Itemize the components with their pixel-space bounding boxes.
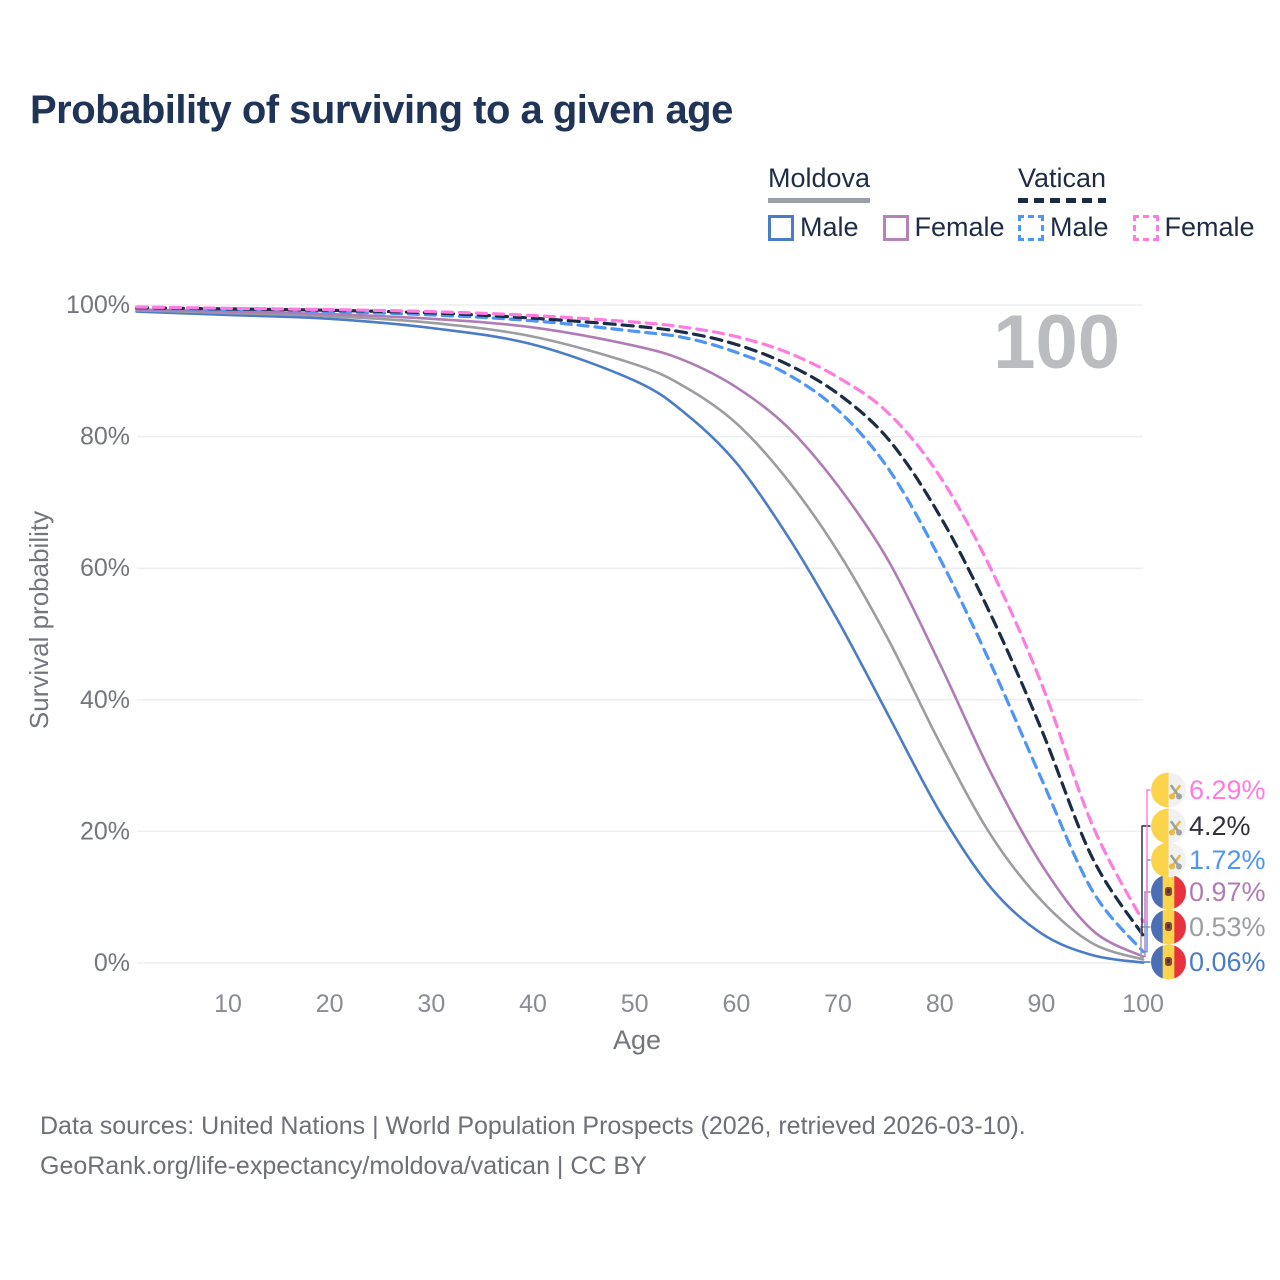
leader-line-moldova-female: [1143, 891, 1151, 958]
legend-item-moldova-male[interactable]: Male: [768, 212, 859, 243]
x-tick-label: 70: [824, 990, 852, 1018]
flag-vatican-icon: [1151, 808, 1186, 844]
legend: Moldova Male Female Vatican Male: [0, 163, 1280, 243]
data-source-line: Data sources: United Nations | World Pop…: [40, 1112, 1026, 1140]
y-axis-title: Survival probability: [24, 511, 54, 729]
leader-line-vatican: [1141, 825, 1151, 937]
legend-item-vatican-female[interactable]: Female: [1132, 212, 1255, 243]
y-tick-label: 0%: [94, 949, 130, 977]
leader-line-vatican-female: [1143, 789, 1151, 923]
grid-layer: 0% 20% 40% 60% 80% 100% 10 20 30 40 50 60 70 80 90 100: [66, 291, 1164, 1018]
y-tick-label: 20%: [80, 817, 130, 845]
leader-line-moldova: [1140, 926, 1151, 961]
data-source-footer: Data sources: United Nations | World Pop…: [40, 1106, 1026, 1186]
flag-moldova-icon: [1151, 944, 1186, 980]
legend-item-vatican-male[interactable]: Male: [1018, 212, 1109, 243]
y-tick-label: 100%: [66, 291, 130, 319]
end-labels-layer: 0.06% 0.53% 0.97%1.72% 4.2% 6.29%: [1151, 772, 1266, 980]
legend-item-moldova-female[interactable]: Female: [882, 212, 1005, 243]
flag-vatican-icon: [1151, 842, 1186, 878]
legend-item-label: Male: [800, 212, 859, 242]
page-title: Probability of surviving to a given age: [30, 88, 733, 132]
legend-item-label: Female: [914, 212, 1005, 242]
end-value-label-vatican-female: 6.29%: [1189, 775, 1266, 805]
y-tick-label: 60%: [80, 554, 130, 582]
end-value-label-moldova-female: 0.97%: [1189, 877, 1266, 907]
x-tick-label: 90: [1028, 990, 1056, 1018]
y-tick-label: 40%: [80, 686, 130, 714]
x-tick-label: 80: [926, 990, 954, 1018]
x-tick-label: 60: [722, 990, 750, 1018]
line-vatican-male: [134, 306, 1145, 954]
vatican-female-swatch-icon: [1132, 214, 1159, 241]
legend-group-moldova: Moldova Male Female: [768, 163, 1029, 243]
y-tick-label: 80%: [80, 423, 130, 451]
legend-item-label: Male: [1050, 212, 1109, 242]
line-vatican-female: [134, 305, 1145, 924]
watermark-age-value: 100: [993, 300, 1120, 385]
end-value-label-moldova-male: 0.06%: [1189, 947, 1266, 977]
vatican-dashed-line-sample: [1018, 198, 1106, 203]
x-tick-label: 10: [214, 990, 242, 1018]
legend-country-moldova: Moldova: [768, 163, 871, 193]
x-tick-label: 100: [1122, 990, 1164, 1018]
flag-moldova-icon: [1151, 909, 1186, 945]
legend-group-vatican: Vatican Male Female: [1018, 163, 1279, 243]
series-layer: [134, 305, 1145, 964]
moldova-male-swatch-icon: [768, 214, 794, 241]
legend-country-vatican: Vatican: [1018, 163, 1107, 193]
end-value-label-moldova: 0.53%: [1189, 912, 1266, 942]
moldova-solid-line-sample: [768, 198, 870, 203]
x-tick-label: 30: [417, 990, 445, 1018]
line-vatican: [134, 306, 1145, 937]
flag-moldova-icon: [1151, 874, 1186, 910]
line-moldova-male: [135, 310, 1145, 964]
leader-lines-layer: [1140, 789, 1151, 964]
end-value-label-vatican-male: 1.72%: [1189, 845, 1266, 875]
legend-item-label: Female: [1164, 212, 1255, 242]
moldova-female-swatch-icon: [882, 214, 909, 241]
x-axis-title: Age: [613, 1025, 661, 1055]
line-moldova: [135, 309, 1145, 961]
x-tick-label: 50: [621, 990, 649, 1018]
x-tick-label: 40: [519, 990, 547, 1018]
end-value-label-vatican: 4.2%: [1189, 811, 1251, 841]
attribution-line: GeoRank.org/life-expectancy/moldova/vati…: [40, 1152, 647, 1180]
x-tick-label: 20: [316, 990, 344, 1018]
leader-line-moldova-male: [1143, 961, 1151, 964]
line-moldova-female: [135, 308, 1145, 958]
vatican-male-swatch-icon: [1018, 214, 1044, 241]
flag-vatican-icon: [1151, 772, 1186, 808]
